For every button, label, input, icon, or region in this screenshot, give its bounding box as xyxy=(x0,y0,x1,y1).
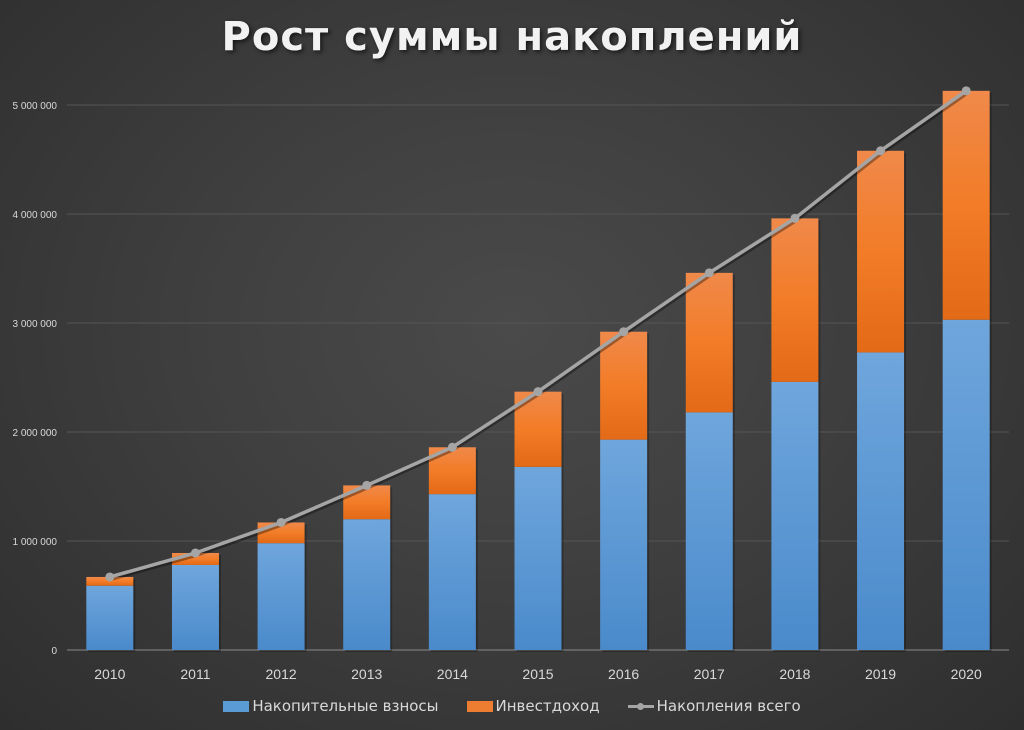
bar-income[interactable] xyxy=(171,552,219,565)
total-line-series xyxy=(105,86,971,582)
bar-contributions[interactable] xyxy=(685,412,733,650)
line-marker[interactable] xyxy=(619,327,629,337)
chart-title: Рост суммы накоплений xyxy=(221,14,803,60)
line-marker[interactable] xyxy=(105,572,115,582)
y-tick-label: 5 000 000 xyxy=(13,101,58,112)
bar-income[interactable] xyxy=(771,218,819,382)
x-tick-label: 2012 xyxy=(266,666,297,682)
bar-contributions[interactable] xyxy=(600,439,648,650)
x-tick-label: 2010 xyxy=(94,666,125,682)
line-marker-icon xyxy=(627,701,654,712)
line-marker[interactable] xyxy=(276,517,286,527)
bar-income[interactable] xyxy=(685,272,733,413)
line-marker[interactable] xyxy=(362,480,372,490)
line-marker[interactable] xyxy=(190,548,200,558)
bar-income[interactable] xyxy=(857,150,905,353)
y-tick-label: 3 000 000 xyxy=(13,319,58,330)
bar-contributions[interactable] xyxy=(942,319,990,650)
bar-contributions[interactable] xyxy=(771,381,819,650)
bar-income[interactable] xyxy=(942,90,990,320)
x-tick-label: 2016 xyxy=(608,666,639,682)
x-tick-label: 2013 xyxy=(351,666,382,682)
income-swatch-icon xyxy=(466,700,493,712)
y-axis-labels: 0 1 000 000 2 000 000 3 000 000 4 000 000 5 0… xyxy=(13,101,58,657)
bar-contributions[interactable] xyxy=(514,466,562,650)
legend: Накопительные взносы Инвестдоход Накопле… xyxy=(0,697,1024,715)
legend-item-total[interactable]: Накопления всего xyxy=(627,697,801,715)
x-tick-label: 2020 xyxy=(951,666,982,682)
x-tick-label: 2015 xyxy=(522,666,553,682)
x-axis-labels: 2010 2011 2012 2013 2014 2015 2016 2017 2018 2019… xyxy=(94,666,982,682)
line-marker[interactable] xyxy=(876,146,886,156)
y-tick-label: 1 000 000 xyxy=(13,537,58,548)
bar-income[interactable] xyxy=(514,391,562,467)
y-tick-label: 4 000 000 xyxy=(13,210,58,221)
legend-item-contributions[interactable]: Накопительные взносы xyxy=(223,697,439,715)
x-tick-label: 2018 xyxy=(779,666,810,682)
line-marker[interactable] xyxy=(790,213,800,223)
line-marker[interactable] xyxy=(447,442,457,452)
legend-label: Накопительные взносы xyxy=(252,697,439,715)
bar-contributions[interactable] xyxy=(171,564,219,650)
legend-label: Инвестдоход xyxy=(495,697,600,715)
bar-contributions[interactable] xyxy=(86,585,134,650)
legend-item-income[interactable]: Инвестдоход xyxy=(466,697,600,715)
bar-income[interactable] xyxy=(600,331,648,440)
x-tick-label: 2011 xyxy=(180,666,210,682)
contributions-swatch-icon xyxy=(223,700,250,712)
bar-contributions[interactable] xyxy=(343,519,391,650)
bar-contributions[interactable] xyxy=(257,543,305,650)
y-tick-label: 2 000 000 xyxy=(13,428,58,439)
line-marker[interactable] xyxy=(533,387,543,397)
x-tick-label: 2019 xyxy=(865,666,896,682)
bar-income[interactable] xyxy=(343,485,391,520)
bar-contributions[interactable] xyxy=(428,494,476,650)
line-marker[interactable] xyxy=(704,268,714,278)
legend-label: Накопления всего xyxy=(656,697,801,715)
line-marker[interactable] xyxy=(961,86,971,96)
x-tick-label: 2017 xyxy=(694,666,725,682)
bar-contributions[interactable] xyxy=(857,352,905,650)
y-tick-label: 0 xyxy=(51,646,57,657)
bar-series xyxy=(86,90,992,653)
x-tick-label: 2014 xyxy=(437,666,468,682)
